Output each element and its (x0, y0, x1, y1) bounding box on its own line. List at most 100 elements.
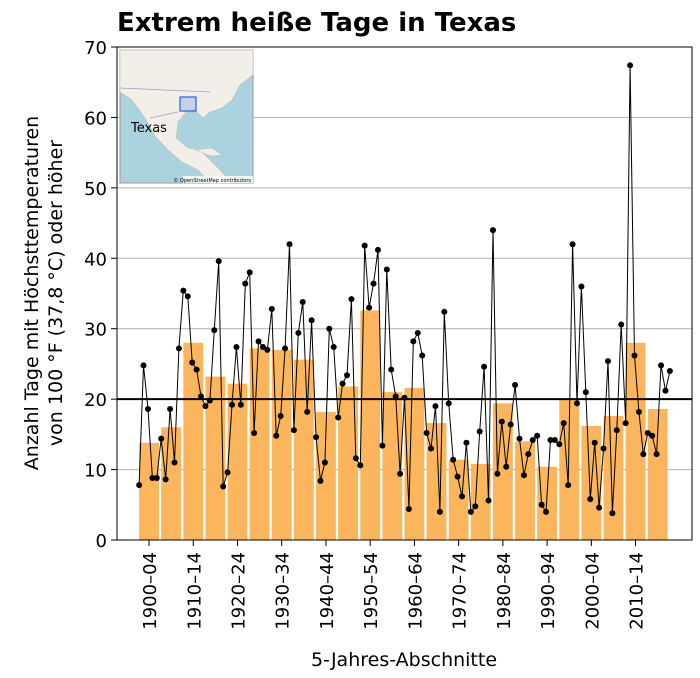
point (666, 367, 673, 374)
map-land (194, 147, 223, 157)
chart-title: Extrem heiße Tage in Texas (117, 8, 516, 38)
y-axis-label: Anzahl Tage mit Höchsttemperaturen (21, 116, 43, 470)
point (569, 241, 576, 248)
point (547, 436, 554, 443)
y-tick-label: 40 (84, 249, 107, 270)
point (613, 427, 620, 434)
point (543, 508, 550, 515)
map-label: Texas (130, 121, 167, 136)
point (282, 345, 289, 352)
bar (139, 442, 159, 540)
point (136, 482, 143, 489)
point (436, 508, 443, 515)
point (149, 475, 156, 482)
point (233, 344, 240, 351)
point (366, 304, 373, 311)
point (445, 400, 452, 407)
point (658, 362, 665, 369)
point (383, 266, 390, 273)
point (264, 346, 271, 353)
point (627, 62, 634, 69)
point (321, 459, 328, 466)
point (330, 344, 337, 351)
point (635, 408, 642, 415)
y-tick-label: 60 (84, 108, 107, 129)
point (503, 463, 510, 470)
bar (249, 348, 270, 540)
point (206, 397, 213, 404)
point (153, 475, 160, 482)
point (534, 432, 541, 439)
point (224, 469, 231, 476)
point (472, 503, 479, 510)
bar (161, 427, 182, 540)
point (273, 432, 280, 439)
x-tick-label: 1990–94 (538, 552, 559, 630)
y-tick-label: 30 (84, 320, 107, 341)
point (525, 451, 532, 458)
bar (316, 411, 336, 540)
bar (448, 459, 469, 540)
x-tick-label: 1900–04 (140, 552, 161, 630)
point (662, 387, 669, 394)
point (489, 227, 496, 234)
point (591, 439, 598, 446)
point (162, 476, 169, 483)
point (596, 504, 603, 511)
x-tick-label: 1950–54 (361, 552, 382, 630)
point (507, 421, 514, 428)
point (277, 413, 284, 420)
point (255, 338, 262, 345)
y-tick-label: 0 (96, 531, 107, 552)
point (432, 403, 439, 410)
point (246, 269, 253, 276)
point (184, 293, 191, 300)
point (357, 462, 364, 469)
point (242, 280, 249, 287)
point (348, 296, 355, 303)
point (251, 429, 258, 436)
bar (205, 376, 226, 540)
point (180, 287, 187, 294)
bar (492, 403, 513, 540)
point (374, 246, 381, 253)
bar (515, 441, 535, 540)
point (370, 280, 377, 287)
bar (603, 416, 624, 540)
map-border (119, 87, 211, 119)
point (600, 445, 607, 452)
point (405, 506, 412, 513)
point (299, 298, 306, 305)
point (574, 400, 580, 407)
y-axis-label: von 100 °F (37,8 °C) oder höher (45, 140, 67, 446)
point (649, 432, 656, 439)
point (198, 393, 205, 400)
y-tick-label: 10 (84, 461, 107, 482)
point (582, 389, 589, 396)
point (631, 352, 638, 359)
point (220, 483, 227, 490)
point (229, 401, 235, 408)
point (140, 362, 147, 369)
point (476, 428, 483, 435)
point (313, 434, 320, 441)
point (211, 327, 218, 334)
point (189, 359, 196, 366)
point (520, 472, 527, 479)
point (304, 408, 311, 415)
point (640, 451, 647, 458)
point (392, 393, 399, 400)
point (485, 497, 492, 504)
point (494, 470, 501, 477)
point (344, 372, 350, 379)
point (578, 283, 585, 290)
point (516, 435, 523, 442)
point (290, 427, 297, 434)
y-tick-label: 20 (84, 390, 107, 411)
point (401, 394, 408, 401)
map-highlight (179, 96, 197, 112)
map-attribution-bg (183, 176, 253, 183)
point (538, 501, 545, 508)
inset-map: Texas © OpenStreetMap contributors (119, 49, 254, 184)
